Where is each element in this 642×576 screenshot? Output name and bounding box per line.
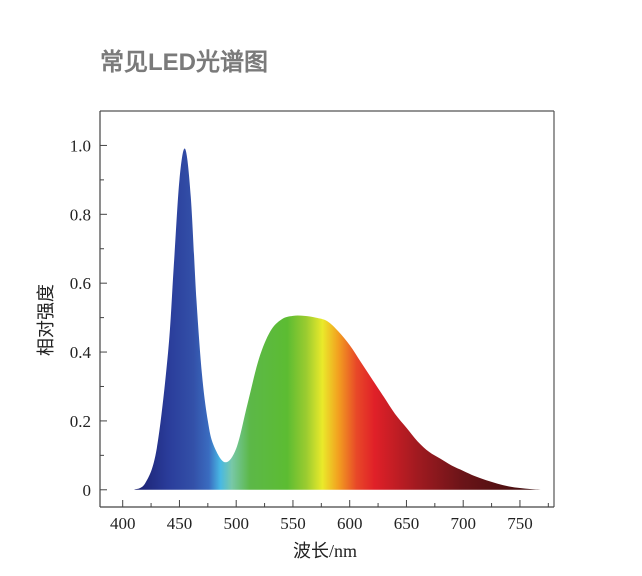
y-tick-label: 0.6 (70, 274, 91, 293)
y-tick-label: 1.0 (70, 136, 91, 155)
x-tick-label: 550 (280, 514, 306, 533)
x-tick-label: 500 (223, 514, 249, 533)
y-tick-label: 0.8 (70, 205, 91, 224)
x-tick-label: 700 (450, 514, 476, 533)
y-axis-label: 相对强度 (36, 284, 56, 356)
x-tick-label: 400 (110, 514, 136, 533)
plot-frame (99, 110, 555, 508)
y-tick-label: 0.4 (70, 343, 92, 362)
x-axis-label: 波长/nm (293, 541, 357, 561)
y-tick-label: 0.2 (70, 412, 91, 431)
x-tick-label: 600 (337, 514, 363, 533)
spectrum-area (134, 148, 543, 490)
axis-ticks: 400 450 500 550 600 650 700 750 0 0.2 0.4 0.6 0.8 1.0 (70, 136, 549, 533)
x-tick-label: 450 (167, 514, 193, 533)
x-tick-label: 750 (507, 514, 533, 533)
chart-title: 常见LED光谱图 (100, 49, 268, 76)
x-tick-label: 650 (394, 514, 420, 533)
y-tick-label: 0 (83, 481, 92, 500)
